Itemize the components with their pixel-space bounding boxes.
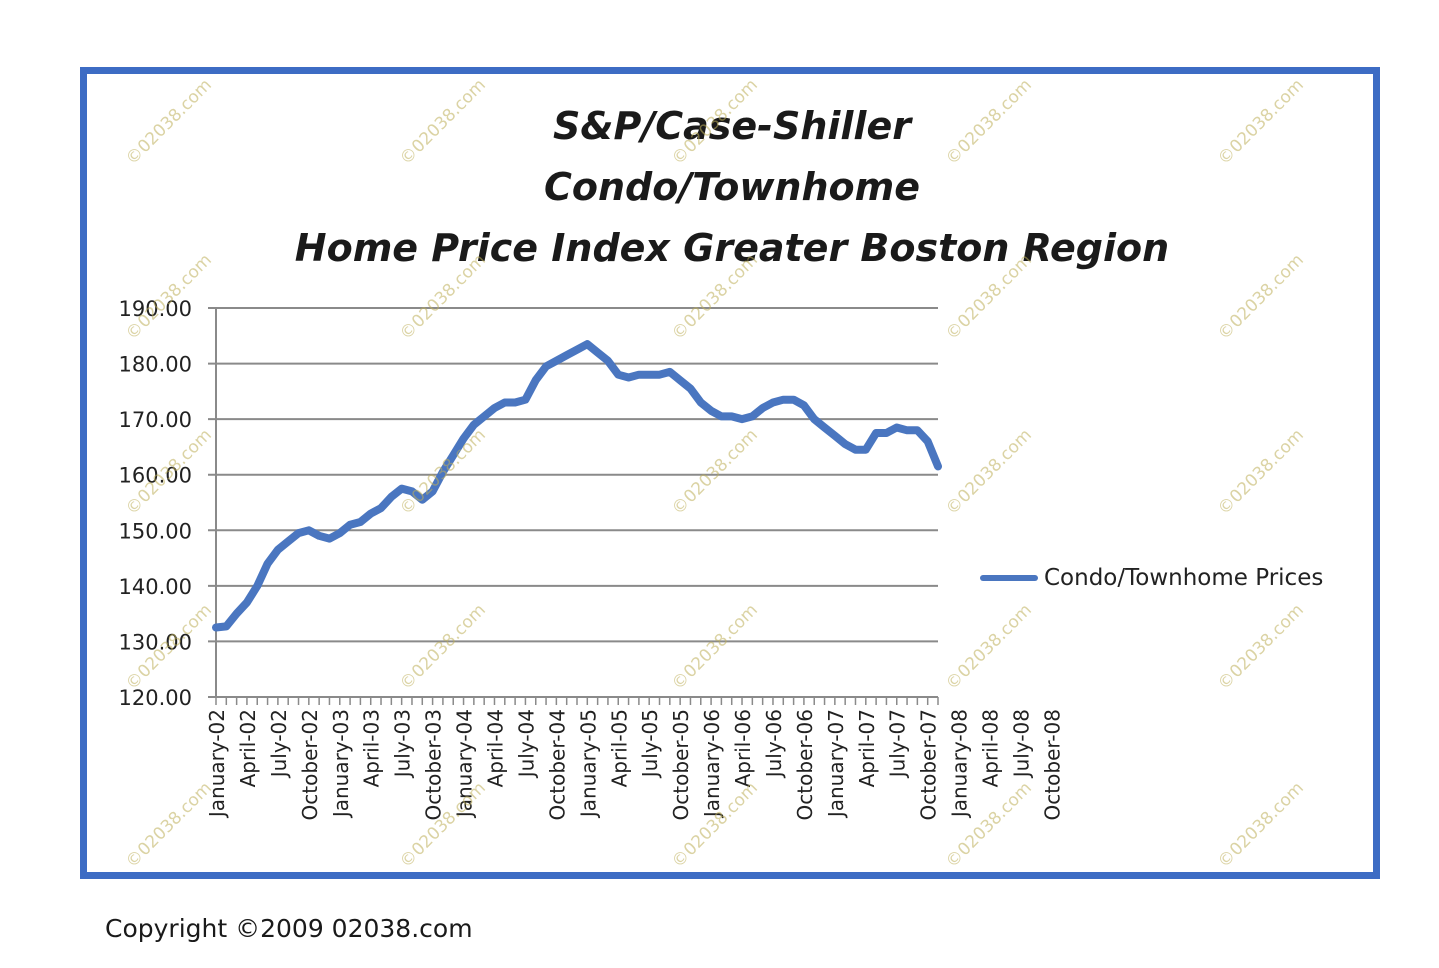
copyright-text: Copyright ©2009 02038.com	[105, 914, 473, 943]
x-tick-label: July-02	[267, 709, 291, 779]
chart-title: S&P/Case-Shiller Condo/Townhome Home Pri…	[0, 96, 1439, 279]
x-tick-label: April-04	[483, 709, 507, 787]
x-tick-label: April-02	[236, 709, 260, 787]
x-tick-label: October-07	[917, 709, 941, 820]
x-tick-label: October-08	[1040, 709, 1064, 820]
x-tick-label: July-03	[391, 709, 415, 779]
x-tick-label: January-03	[329, 709, 353, 819]
x-tick-label: July-05	[638, 709, 662, 779]
chart-title-line-3: Home Price Index Greater Boston Region	[294, 226, 1170, 270]
x-tick-label: April-06	[731, 709, 755, 787]
x-tick-label: January-05	[576, 709, 600, 819]
x-tick-label: April-05	[607, 709, 631, 787]
y-tick-label: 120.00	[119, 686, 192, 710]
x-tick-label: April-07	[855, 709, 879, 787]
x-tick-label: January-07	[824, 709, 848, 819]
legend-label: Condo/Townhome Prices	[1044, 565, 1324, 591]
y-tick-label: 160.00	[119, 464, 192, 488]
y-tick-label: 170.00	[119, 408, 192, 432]
x-tick-label: April-03	[360, 709, 384, 787]
x-tick-label: October-04	[545, 709, 569, 820]
y-tick-label: 180.00	[119, 353, 192, 377]
x-tick-label: October-02	[298, 709, 322, 820]
legend: Condo/Townhome Prices	[980, 565, 1323, 591]
x-tick-label: January-02	[205, 709, 229, 819]
x-tick-label: January-08	[948, 709, 972, 819]
x-tick-label: July-07	[886, 709, 910, 779]
legend-swatch	[980, 575, 1038, 581]
y-tick-label: 140.00	[119, 575, 192, 599]
chart-title-line-1: S&P/Case-Shiller	[553, 104, 911, 148]
x-tick-label: January-04	[453, 709, 477, 819]
y-tick-label: 190.00	[119, 297, 192, 321]
chart-frame	[80, 67, 1380, 879]
x-tick-label: July-04	[514, 709, 538, 779]
x-tick-label: October-05	[669, 709, 693, 820]
x-tick-label: October-03	[422, 709, 446, 820]
x-tick-label: July-06	[762, 709, 786, 779]
x-tick-label: October-06	[793, 709, 817, 820]
y-tick-label: 150.00	[119, 519, 192, 543]
series-line	[212, 340, 942, 632]
chart-title-line-2: Condo/Townhome	[543, 165, 921, 209]
x-tick-label: July-08	[1010, 709, 1034, 779]
x-tick-label: January-06	[700, 709, 724, 819]
y-tick-label: 130.00	[119, 630, 192, 654]
x-tick-label: April-08	[979, 709, 1003, 787]
